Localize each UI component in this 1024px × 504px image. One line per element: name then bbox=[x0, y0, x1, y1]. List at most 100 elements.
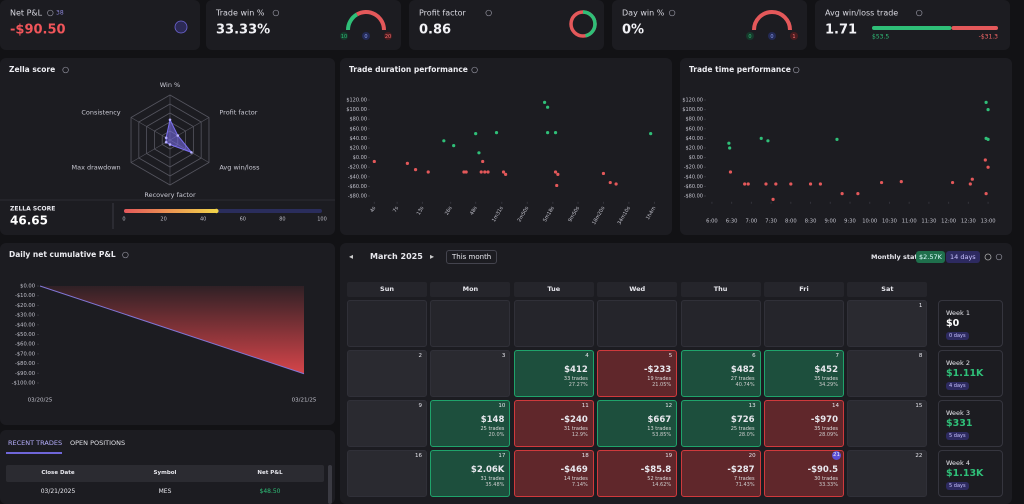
monthly-stats-label: Monthly stats: bbox=[871, 253, 924, 261]
day-rate: 14.62% bbox=[652, 482, 672, 488]
day-rate: 40.74% bbox=[735, 382, 755, 388]
week-summary: Week 2 $1.11K 4 days bbox=[938, 350, 1003, 397]
day-rate: 28.0% bbox=[738, 432, 755, 438]
this-month-button[interactable]: This month bbox=[446, 250, 498, 264]
day-cell: 15 bbox=[847, 400, 928, 447]
day-cell: 4 $412 33 trades 27.27% bbox=[513, 350, 594, 397]
day-trades: 13 trades bbox=[647, 426, 672, 432]
day-number: 12 bbox=[665, 403, 673, 409]
week-label: Week 1 bbox=[946, 309, 971, 317]
week-days: 4 days bbox=[946, 382, 969, 390]
monthly-pnl: $2.57K bbox=[916, 251, 945, 263]
day-pnl: $482 bbox=[730, 365, 755, 375]
day-pnl: -$970 bbox=[810, 415, 838, 425]
table-header-bg bbox=[6, 465, 324, 482]
day-cell: 16 bbox=[347, 450, 427, 497]
column-header: Net P&L bbox=[257, 470, 283, 476]
day-cell bbox=[680, 300, 761, 347]
day-number: 10 bbox=[498, 403, 506, 409]
day-number: 15 bbox=[915, 403, 923, 409]
table-cell: $48.50 bbox=[259, 488, 281, 495]
week-label: Week 4 bbox=[946, 459, 971, 467]
day-pnl: $452 bbox=[814, 365, 838, 375]
day-trades: 33 trades bbox=[563, 376, 588, 382]
calendar-title: March 2025 bbox=[370, 252, 423, 261]
weekday-header: Tue bbox=[513, 282, 594, 297]
day-trades: 35 trades bbox=[814, 376, 838, 382]
day-trades: 31 trades bbox=[480, 476, 505, 482]
day-cell bbox=[764, 300, 844, 347]
day-cell: 2 bbox=[347, 350, 427, 397]
day-cell: 20 -$287 7 trades 71.43% bbox=[680, 450, 761, 497]
day-number: 18 bbox=[581, 453, 589, 459]
day-pnl: $2.06K bbox=[470, 465, 505, 475]
weekday-header: Fri bbox=[764, 282, 844, 297]
day-number: 9 bbox=[418, 403, 423, 409]
stat-card bbox=[206, 0, 401, 50]
chart-card bbox=[680, 58, 1012, 235]
day-cell: 17 $2.06K 31 trades 35.48% bbox=[430, 450, 511, 497]
week-days: 5 days bbox=[946, 432, 969, 440]
day-trades: 35 trades bbox=[814, 426, 838, 432]
day-cell bbox=[430, 300, 511, 347]
scrollbar bbox=[328, 465, 332, 504]
tab-open-positions[interactable]: OPEN POSITIONS bbox=[70, 439, 126, 447]
day-number: 13 bbox=[748, 403, 756, 409]
day-pnl: $667 bbox=[647, 415, 672, 425]
day-number: 19 bbox=[665, 453, 673, 459]
stat-card bbox=[409, 0, 604, 50]
day-cell: 13 $726 25 trades 28.0% bbox=[680, 400, 761, 447]
chart-card bbox=[0, 58, 335, 235]
column-header: Close Date bbox=[41, 470, 75, 476]
day-trades: 31 trades bbox=[563, 426, 588, 432]
day-number: 6 bbox=[752, 353, 756, 359]
day-cell: 18 -$469 14 trades 7.14% bbox=[513, 450, 594, 497]
day-number: 7 bbox=[835, 353, 840, 359]
day-trades: 25 trades bbox=[480, 426, 505, 432]
day-trades: 14 trades bbox=[563, 476, 588, 482]
day-number: 17 bbox=[498, 453, 506, 459]
week-label: Week 2 bbox=[946, 359, 971, 367]
day-number: 1 bbox=[918, 303, 923, 309]
next-button[interactable]: ▸ bbox=[430, 252, 435, 261]
week-days: 5 days bbox=[946, 482, 969, 490]
day-rate: 33.33% bbox=[818, 482, 838, 488]
prev-button[interactable]: ◂ bbox=[349, 252, 354, 261]
day-cell: 1 bbox=[847, 300, 928, 347]
day-number: 21 bbox=[832, 451, 841, 460]
day-pnl: -$287 bbox=[727, 465, 755, 475]
day-cell: 10 $148 25 trades 20.0% bbox=[430, 400, 511, 447]
day-pnl: -$469 bbox=[560, 465, 588, 475]
day-cell bbox=[513, 300, 594, 347]
day-rate: 27.27% bbox=[568, 382, 588, 388]
tab-recent-trades[interactable]: RECENT TRADES bbox=[8, 439, 63, 447]
day-trades: 30 trades bbox=[814, 476, 838, 482]
day-pnl: $412 bbox=[564, 365, 588, 375]
day-number: 22 bbox=[915, 453, 923, 459]
day-cell bbox=[347, 300, 427, 347]
week-days: 0 days bbox=[946, 332, 969, 340]
week-pnl: $331 bbox=[946, 418, 973, 429]
day-number: 3 bbox=[501, 353, 506, 359]
day-rate: 12.9% bbox=[571, 432, 588, 438]
weekday-header: Sun bbox=[347, 282, 427, 297]
day-trades: 27 trades bbox=[730, 376, 755, 382]
week-pnl: $1.11K bbox=[946, 368, 984, 379]
day-trades: 7 trades bbox=[733, 476, 755, 482]
week-summary: Week 4 $1.13K 5 days bbox=[938, 450, 1003, 497]
stat-card bbox=[815, 0, 1010, 50]
week-pnl: $1.13K bbox=[946, 468, 984, 479]
day-cell: 3 bbox=[430, 350, 511, 397]
day-number: 14 bbox=[832, 403, 839, 409]
stat-card bbox=[612, 0, 807, 50]
chart-card bbox=[0, 243, 335, 425]
day-cell: 9 bbox=[347, 400, 427, 447]
day-trades: 25 trades bbox=[730, 426, 755, 432]
day-number: 11 bbox=[581, 403, 589, 409]
day-number: 4 bbox=[585, 353, 589, 359]
day-cell: 19 -$85.8 52 trades 14.62% bbox=[597, 450, 678, 497]
day-trades: 52 trades bbox=[647, 476, 672, 482]
day-cell: 6 $482 27 trades 40.74% bbox=[680, 350, 761, 397]
week-label: Week 3 bbox=[946, 409, 971, 417]
day-cell: 11 -$240 31 trades 12.9% bbox=[513, 400, 594, 447]
